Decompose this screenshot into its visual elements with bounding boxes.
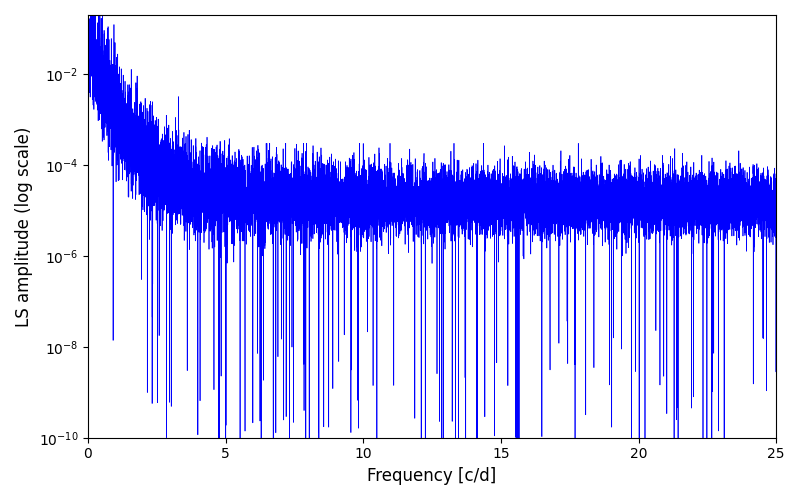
Y-axis label: LS amplitude (log scale): LS amplitude (log scale) (15, 126, 33, 326)
X-axis label: Frequency [c/d]: Frequency [c/d] (367, 467, 497, 485)
